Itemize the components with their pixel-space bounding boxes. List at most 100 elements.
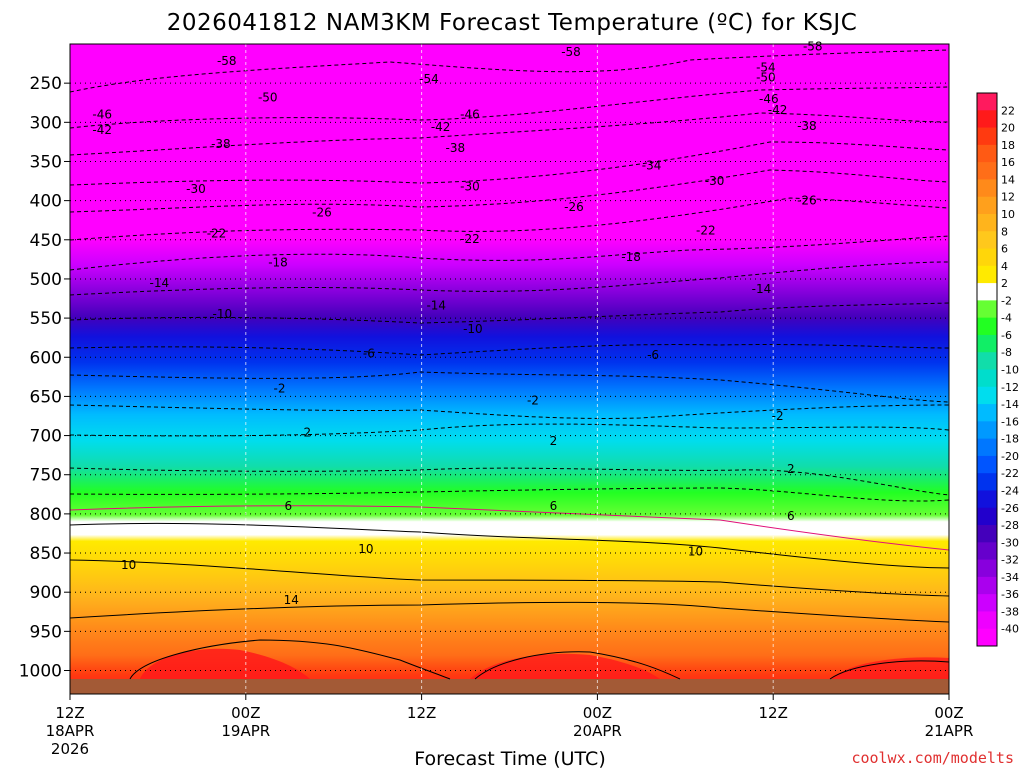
y-tick-label: 300 [30, 113, 62, 133]
contour-label: -30 [186, 182, 206, 196]
contour-label: -6 [647, 348, 659, 362]
colorbar-tick-label: -38 [1001, 605, 1019, 618]
colorbar-tick-label: 4 [1001, 260, 1008, 273]
x-tick-label: 00Z [934, 704, 963, 722]
y-tick-label: 400 [30, 192, 62, 212]
contour-label: -50 [756, 71, 776, 85]
colorbar-segment [977, 231, 997, 250]
x-tick-label: 18APR [46, 722, 95, 740]
colorbar: 22 20 18 16 14 12 10 8 6 4 2 -2 -4 -6 -8 -10 -12 -14 -16 -1… [976, 92, 1019, 647]
contour-label: -2 [527, 393, 539, 407]
contour-label: 2 [304, 425, 312, 439]
contour-label: -38 [445, 141, 465, 155]
contour-label: -2 [772, 409, 784, 423]
contour-label: -14 [150, 276, 170, 290]
colorbar-segment [977, 438, 997, 457]
contour-label: -2 [274, 382, 286, 396]
colorbar-tick-label: -12 [1001, 381, 1019, 394]
colorbar-segment [977, 300, 997, 319]
colorbar-segment [977, 628, 997, 647]
contour-label: -22 [207, 227, 227, 241]
colorbar-tick-label: 18 [1001, 139, 1015, 152]
contour-line [69, 169, 950, 213]
colorbar-tick-label: -26 [1001, 502, 1019, 515]
y-tick-label: 1000 [19, 662, 62, 682]
contour-label: -38 [797, 119, 817, 133]
contour-label: -54 [756, 60, 776, 74]
x-tick-label: 21APR [925, 722, 974, 740]
contour-label: -26 [564, 200, 584, 214]
y-tick-label: 750 [30, 466, 62, 486]
contour-label: -14 [752, 282, 772, 296]
colorbar-tick-label: -8 [1001, 346, 1012, 359]
contour-line [69, 467, 950, 496]
contour-line [69, 197, 950, 241]
contour-line [69, 522, 950, 569]
colorbar-segment [977, 542, 997, 561]
colorbar-tick-label: -6 [1001, 329, 1012, 342]
colorbar-tick-label: 8 [1001, 225, 1008, 238]
contour-label: -38 [211, 137, 231, 151]
contour-line [69, 344, 950, 356]
contour-label: -18 [268, 255, 288, 269]
x-axis-label: Forecast Time (UTC) [414, 748, 605, 768]
colorbar-tick-label: -22 [1001, 467, 1019, 480]
colorbar-segment [977, 507, 997, 526]
colorbar-tick-label: -2 [1001, 294, 1012, 307]
colorbar-segment [977, 455, 997, 474]
contour-label: -18 [621, 250, 641, 264]
contour-label: -6 [363, 346, 375, 360]
contour-line [69, 487, 950, 502]
x-tick-label: 12Z [759, 704, 788, 722]
colorbar-segment [977, 473, 997, 491]
colorbar-segment [977, 144, 997, 163]
contour-line [829, 660, 950, 680]
y-tick-label: 700 [30, 427, 62, 447]
y-tick-label: 500 [30, 270, 62, 290]
colorbar-segment [977, 576, 997, 595]
y-tick-label: 850 [30, 544, 62, 564]
colorbar-segment [977, 213, 997, 232]
contour-label: -42 [431, 120, 451, 134]
y-tick-label: 950 [30, 622, 62, 642]
ground-strip [70, 679, 949, 694]
colorbar-segment [977, 611, 997, 630]
contour-line [69, 261, 950, 296]
colorbar-tick-label: 14 [1001, 173, 1015, 186]
contour-label: -54 [419, 72, 439, 86]
colorbar-segment [977, 369, 997, 388]
contour-label: -30 [705, 174, 725, 188]
contour-label: 2 [787, 462, 795, 476]
contour-label: -42 [768, 103, 788, 117]
colorbar-tick-label: -24 [1001, 484, 1019, 497]
y-tick-label: 250 [30, 74, 62, 94]
colorbar-tick-label: -32 [1001, 554, 1019, 567]
y-tick-label: 450 [30, 231, 62, 251]
contour-label: -22 [696, 223, 716, 237]
colorbar-tick-label: -28 [1001, 519, 1019, 532]
colorbar-segment [977, 110, 997, 129]
colorbar-tick-label: -40 [1001, 623, 1019, 636]
x-tick-label: 00Z [231, 704, 260, 722]
colorbar-tick-label: -30 [1001, 536, 1019, 549]
contour-label: -42 [92, 123, 112, 137]
contour-line [69, 141, 950, 186]
colorbar-tick-label: 2 [1001, 277, 1008, 290]
y-tick-label: 900 [30, 583, 62, 603]
colorbar-segment [977, 594, 997, 612]
colorbar-tick-label: -10 [1001, 364, 1019, 377]
colorbar-tick-label: -36 [1001, 588, 1019, 601]
contour-label: -22 [460, 232, 480, 246]
colorbar-tick-label: -18 [1001, 433, 1019, 446]
contour-label: -10 [213, 307, 233, 321]
contour-label: 10 [358, 542, 373, 556]
y-tick-label: 650 [30, 387, 62, 407]
contour-label: 6 [284, 499, 292, 513]
contour-label: -50 [258, 90, 278, 104]
colorbar-segment [977, 93, 997, 111]
contour-line [69, 371, 950, 403]
contour-label: -26 [797, 194, 817, 208]
contour-label: -46 [92, 107, 112, 121]
contour-label: 10 [121, 558, 136, 572]
